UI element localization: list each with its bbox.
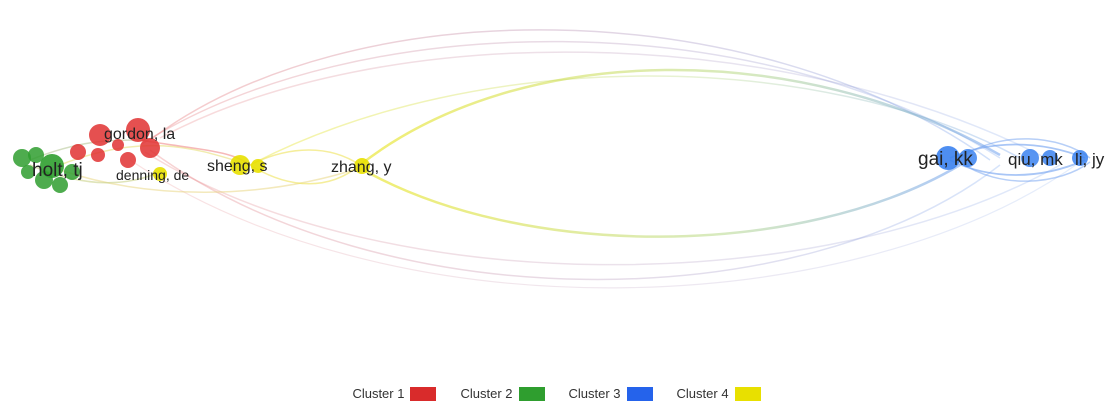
label-zhang: zhang, y [331, 159, 391, 176]
node-cluster-2[interactable] [21, 165, 35, 179]
edge [59, 167, 361, 193]
node-cluster-1[interactable] [70, 144, 86, 160]
edge [249, 75, 1021, 166]
legend-item-cluster-4: Cluster 4 [677, 386, 761, 401]
edge [149, 149, 1001, 281]
edge [359, 68, 1001, 166]
legend-swatch [734, 386, 761, 401]
edge [359, 163, 961, 238]
label-sheng: sheng, s [207, 158, 267, 175]
node-cluster-3[interactable] [959, 149, 977, 167]
node-holt[interactable] [40, 154, 64, 178]
node-gai[interactable] [936, 146, 960, 170]
legend-label: Cluster 3 [568, 386, 621, 401]
co-authorship-network: gordon, la holt, tj denning, de sheng, s… [13, 29, 1105, 289]
node-qiu[interactable] [1021, 149, 1039, 167]
legend-label: Cluster 2 [460, 386, 513, 401]
legend-label: Cluster 1 [352, 386, 405, 401]
node-cluster-1[interactable] [91, 148, 105, 162]
node-cluster-4[interactable] [251, 159, 265, 173]
node-cluster-2[interactable] [13, 149, 31, 167]
legend-item-cluster-2: Cluster 2 [460, 386, 545, 401]
node-li[interactable] [1072, 150, 1088, 166]
cluster-legend: Cluster 1 Cluster 2 Cluster 3 Cluster 4 [0, 386, 1113, 401]
node-cluster-1[interactable] [89, 124, 111, 146]
node-cluster-2[interactable] [64, 164, 80, 180]
node-zhang[interactable] [354, 158, 370, 174]
label-gai: gai, kk [918, 149, 973, 170]
legend-swatch [626, 386, 653, 401]
node-cluster-1[interactable] [112, 139, 124, 151]
legend-item-cluster-1: Cluster 1 [352, 386, 437, 401]
legend-label: Cluster 4 [676, 386, 729, 401]
node-cluster-3[interactable] [1042, 150, 1058, 166]
legend-swatch [410, 386, 437, 401]
node-gordon[interactable] [126, 118, 150, 142]
node-cluster-1[interactable] [140, 138, 160, 158]
label-holt: holt, tj [32, 160, 83, 181]
edge [959, 161, 1091, 182]
node-cluster-2[interactable] [28, 147, 44, 163]
node-cluster-2[interactable] [52, 177, 68, 193]
legend-swatch [518, 386, 545, 401]
edge [139, 40, 1001, 159]
node-sheng[interactable] [230, 155, 250, 175]
legend-item-cluster-3: Cluster 3 [569, 386, 653, 401]
edge [149, 29, 991, 161]
node-labels: gordon, la holt, tj denning, de sheng, s… [32, 126, 1105, 183]
label-li: li, jy [1075, 150, 1105, 169]
edge [159, 51, 1051, 161]
label-denning: denning, de [116, 167, 189, 183]
edge [249, 149, 361, 166]
label-qiu: qiu, mk [1008, 150, 1063, 169]
edge [144, 151, 1061, 266]
node-denning[interactable] [153, 167, 167, 181]
label-gordon: gordon, la [104, 126, 175, 143]
nodes [13, 118, 1088, 193]
node-cluster-1[interactable] [120, 152, 136, 168]
edge [129, 159, 1081, 289]
edge [249, 164, 361, 185]
